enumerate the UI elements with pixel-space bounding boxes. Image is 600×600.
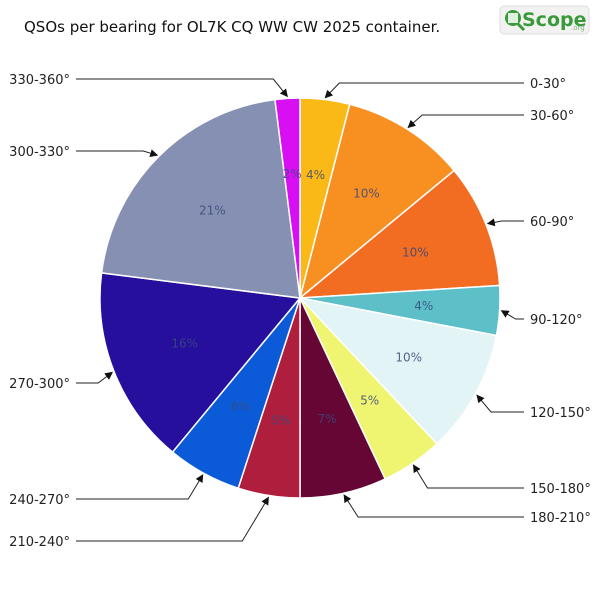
slice-percent-label: 10% [402,245,429,259]
pie-slice [274,97,301,299]
slice-bearing-label: 270-300° [9,377,70,392]
slice-bearing-label: 300-330° [9,145,70,160]
pie-callouts: 0-30° 30-60° 60-90° 90-120° 120-150° 150-180°… [9,73,591,550]
logo-text: Scope [522,9,587,31]
pie-percent-labels: 4% 10% 10% 4% 10% 5% 7% 5% 6% 16% 21% 2% [171,167,433,427]
pie-slice [99,272,302,454]
slice-bearing-label: 90-120° [530,313,583,328]
pie-slice [298,103,456,301]
logo: Scope .org [499,5,590,35]
callout-leader [486,218,524,227]
callout-leader [76,371,113,384]
callout-leader [412,464,524,489]
slice-percent-label: 21% [199,203,226,217]
slice-bearing-label: 120-150° [530,406,591,421]
slice-bearing-label: 150-180° [530,482,591,497]
slice-percent-label: 5% [271,414,290,428]
slice-bearing-label: 0-30° [530,77,566,92]
slice-bearing-label: 330-360° [9,73,70,88]
pie-slices [99,97,501,499]
callout-leader [407,114,524,129]
slice-percent-label: 7% [317,412,336,426]
slice-bearing-label: 180-210° [530,511,591,526]
callout-leader [343,494,524,518]
callout-leader [324,82,524,99]
slice-percent-label: 16% [171,337,198,351]
pie-slice [297,296,498,445]
slice-percent-label: 5% [360,394,379,408]
slice-bearing-label: 30-60° [530,109,574,124]
slice-percent-label: 10% [395,351,422,365]
slice-percent-label: 4% [306,168,325,182]
slice-bearing-label: 210-240° [9,535,70,550]
magnifier-icon [505,10,526,32]
slice-bearing-label: 60-90° [530,215,574,230]
callout-leader [76,474,204,500]
logo-suffix: .org [571,24,585,32]
slice-percent-label: 6% [231,400,250,414]
callout-leader [500,310,524,320]
slice-bearing-label: 240-270° [9,493,70,508]
pie-slice [100,98,301,299]
slice-percent-label: 2% [283,167,302,181]
slice-percent-label: 10% [353,186,380,200]
callout-leader [76,149,159,158]
callout-leader [76,78,288,98]
callout-leader [76,496,269,542]
callout-leader [476,394,524,413]
slice-percent-label: 4% [414,299,433,313]
chart-title: QSOs per bearing for OL7K CQ WW CW 2025 … [24,18,440,36]
pie-slice [297,169,501,299]
